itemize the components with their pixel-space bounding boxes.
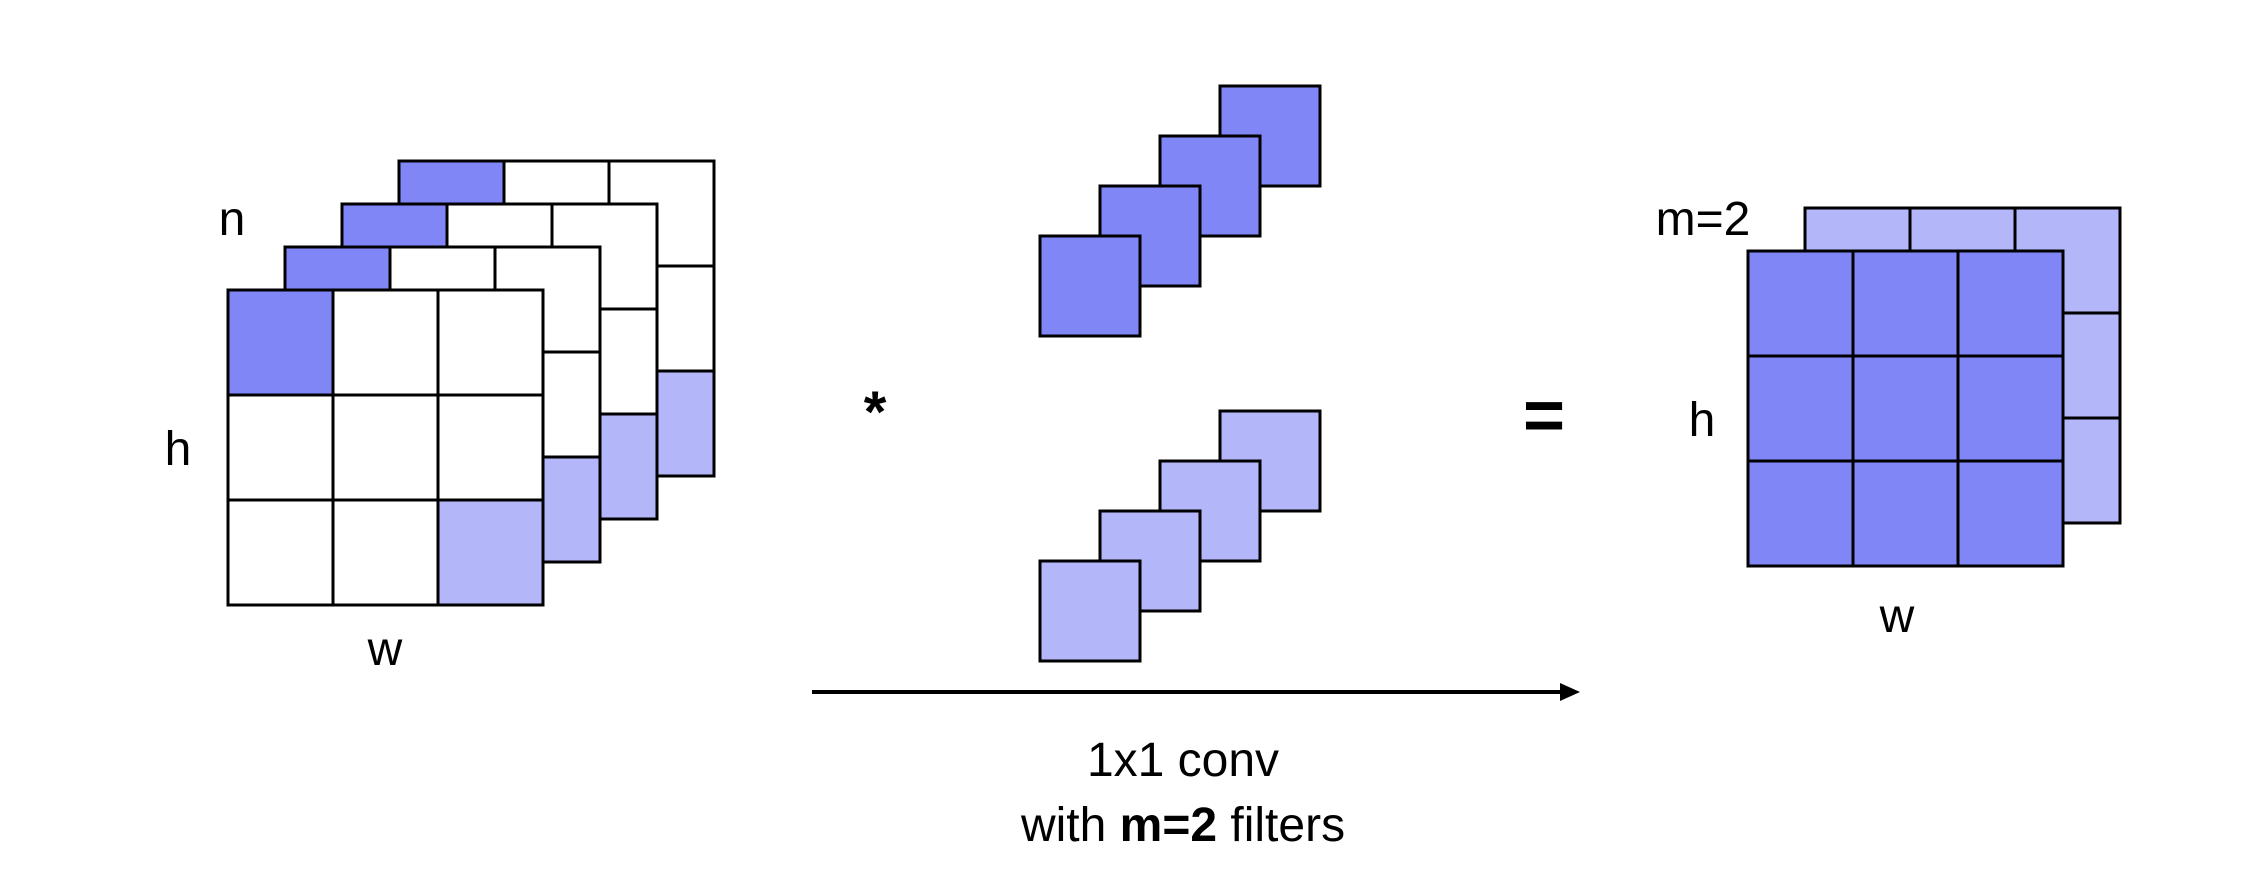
output-layer-1-cell bbox=[1956, 354, 2065, 463]
input-layer-1-cell bbox=[331, 288, 440, 397]
input-width-label: w bbox=[367, 623, 403, 676]
output-layer-1-cell bbox=[1956, 459, 2065, 568]
output-layer-1-cell bbox=[1746, 354, 1855, 463]
input-height-label: h bbox=[165, 423, 192, 476]
input-layer-1-cell bbox=[331, 393, 440, 502]
caption-line-1: 1x1 conv bbox=[1087, 734, 1279, 787]
output-height-label: h bbox=[1689, 394, 1716, 447]
output-layer-1-cell bbox=[1851, 459, 1960, 568]
input-layer-1-cell bbox=[436, 393, 545, 502]
output-layer-1-cell bbox=[1746, 249, 1855, 358]
input-layer-1-cell bbox=[226, 393, 335, 502]
output-channels-label: m=2 bbox=[1656, 193, 1751, 246]
output-layer-1-cell bbox=[1746, 459, 1855, 568]
output-width-label: w bbox=[1879, 590, 1915, 643]
operator-label: * bbox=[864, 380, 887, 445]
input-layer-1-cell bbox=[436, 288, 545, 397]
arrow bbox=[812, 683, 1580, 701]
output-layer-1-cell bbox=[1956, 249, 2065, 358]
caption-prefix: with bbox=[1020, 799, 1120, 852]
input-layer-1-cell bbox=[436, 498, 545, 607]
filter-dark bbox=[1038, 84, 1322, 338]
output-layer-1-cell bbox=[1851, 249, 1960, 358]
caption-bold: m=2 bbox=[1120, 799, 1217, 852]
input-feature-map-stack bbox=[226, 159, 716, 607]
filter-light bbox=[1038, 409, 1322, 663]
input-channels-label: n bbox=[219, 193, 246, 246]
input-layer-1-cell bbox=[226, 288, 335, 397]
filter-1-cube bbox=[1038, 234, 1142, 338]
output-feature-map-stack bbox=[1746, 206, 2122, 568]
input-layer-1-cell bbox=[331, 498, 440, 607]
caption-suffix: filters bbox=[1217, 799, 1345, 852]
filter-2-cube bbox=[1038, 559, 1142, 663]
input-layer-1-cell bbox=[226, 498, 335, 607]
output-layer-1-cell bbox=[1851, 354, 1960, 463]
equals-label: = bbox=[1523, 376, 1565, 456]
caption-line-2: with m=2 filters bbox=[1020, 799, 1345, 852]
